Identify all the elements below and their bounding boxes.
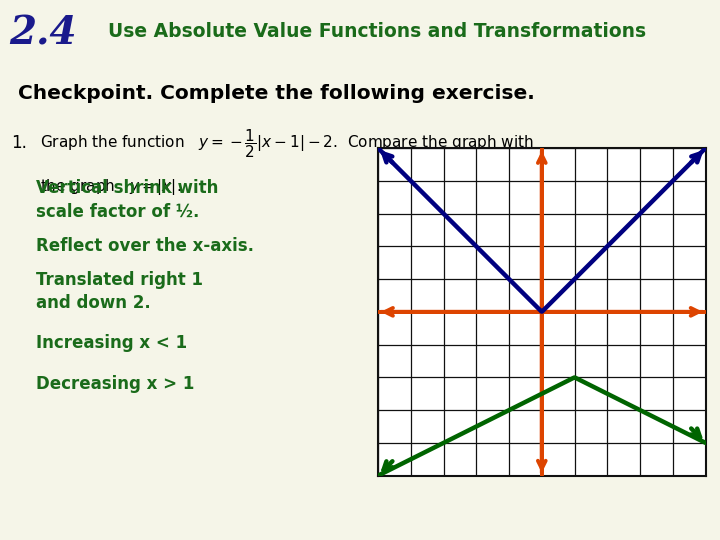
Text: 2.4: 2.4 (9, 14, 76, 52)
Text: Increasing x < 1: Increasing x < 1 (35, 334, 186, 352)
Text: the graph   $y = |x|$.: the graph $y = |x|$. (40, 177, 181, 197)
Text: Vertical shrink with
scale factor of ½.: Vertical shrink with scale factor of ½. (35, 179, 218, 220)
Text: Reflect over the x-axis.: Reflect over the x-axis. (35, 237, 253, 255)
Text: Decreasing x > 1: Decreasing x > 1 (35, 375, 194, 393)
Text: Checkpoint. Complete the following exercise.: Checkpoint. Complete the following exerc… (18, 84, 535, 103)
Text: Translated right 1
and down 2.: Translated right 1 and down 2. (35, 271, 202, 312)
Text: Use Absolute Value Functions and Transformations: Use Absolute Value Functions and Transfo… (108, 22, 647, 42)
Text: Graph the function   $y = -\dfrac{1}{2}|x-1|-2$.  Compare the graph with: Graph the function $y = -\dfrac{1}{2}|x-… (40, 127, 534, 159)
Text: 1.: 1. (11, 134, 27, 152)
